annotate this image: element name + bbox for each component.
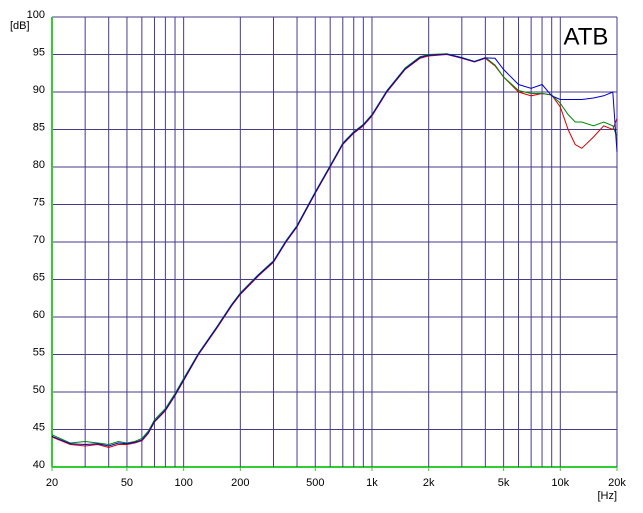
x-tick-label: 100 — [174, 477, 192, 489]
x-tick-label: 20 — [46, 477, 58, 489]
y-tick-label: 85 — [33, 121, 45, 133]
y-tick-label: 40 — [33, 459, 45, 471]
series-line — [51, 53, 618, 447]
y-tick-label: 45 — [33, 421, 45, 433]
y-tick-label: 80 — [33, 159, 45, 171]
x-tick-label: 10k — [551, 477, 569, 489]
y-axis-label: [dB] — [10, 20, 30, 32]
y-tick-label: 60 — [33, 309, 45, 321]
x-tick-label: 50 — [121, 477, 133, 489]
x-tick-label: 2k — [423, 477, 435, 489]
y-tick-label: 95 — [33, 46, 45, 58]
y-tick-label: 55 — [33, 346, 45, 358]
x-tick-label: 5k — [498, 477, 510, 489]
series-line — [51, 53, 618, 446]
y-tick-label: 65 — [33, 271, 45, 283]
x-tick-label: 200 — [231, 477, 249, 489]
x-tick-label: 20k — [608, 477, 626, 489]
y-tick-label: 50 — [33, 384, 45, 396]
y-tick-label: 90 — [33, 84, 45, 96]
y-tick-label: 75 — [33, 196, 45, 208]
x-axis-label: [Hz] — [597, 490, 617, 502]
y-tick-label: 100 — [27, 9, 45, 21]
y-tick-label: 70 — [33, 234, 45, 246]
x-tick-label: 500 — [306, 477, 324, 489]
annotation: ATB — [564, 23, 609, 50]
x-tick-label: 1k — [366, 477, 378, 489]
